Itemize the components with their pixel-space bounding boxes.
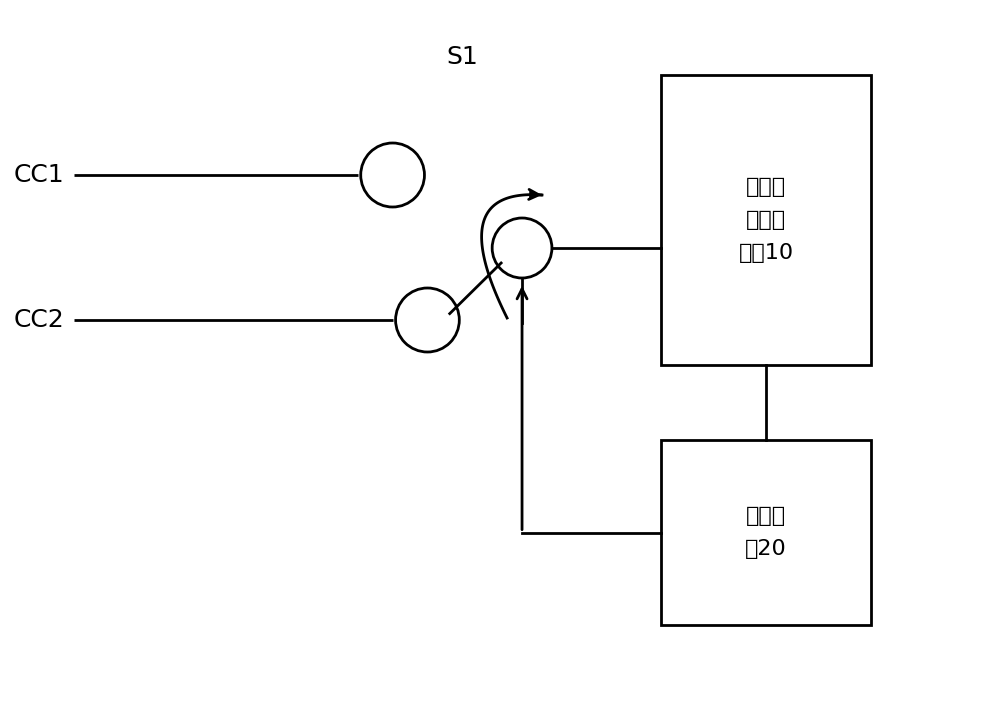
Bar <box>661 440 871 625</box>
Text: CC2: CC2 <box>13 308 64 332</box>
Text: CC1: CC1 <box>13 163 64 187</box>
Text: S1: S1 <box>446 45 478 69</box>
Text: 信道载
波侦听
模块10: 信道载 波侦听 模块10 <box>738 177 794 263</box>
Bar <box>661 75 871 365</box>
Text: 主控制
器20: 主控制 器20 <box>745 506 787 559</box>
